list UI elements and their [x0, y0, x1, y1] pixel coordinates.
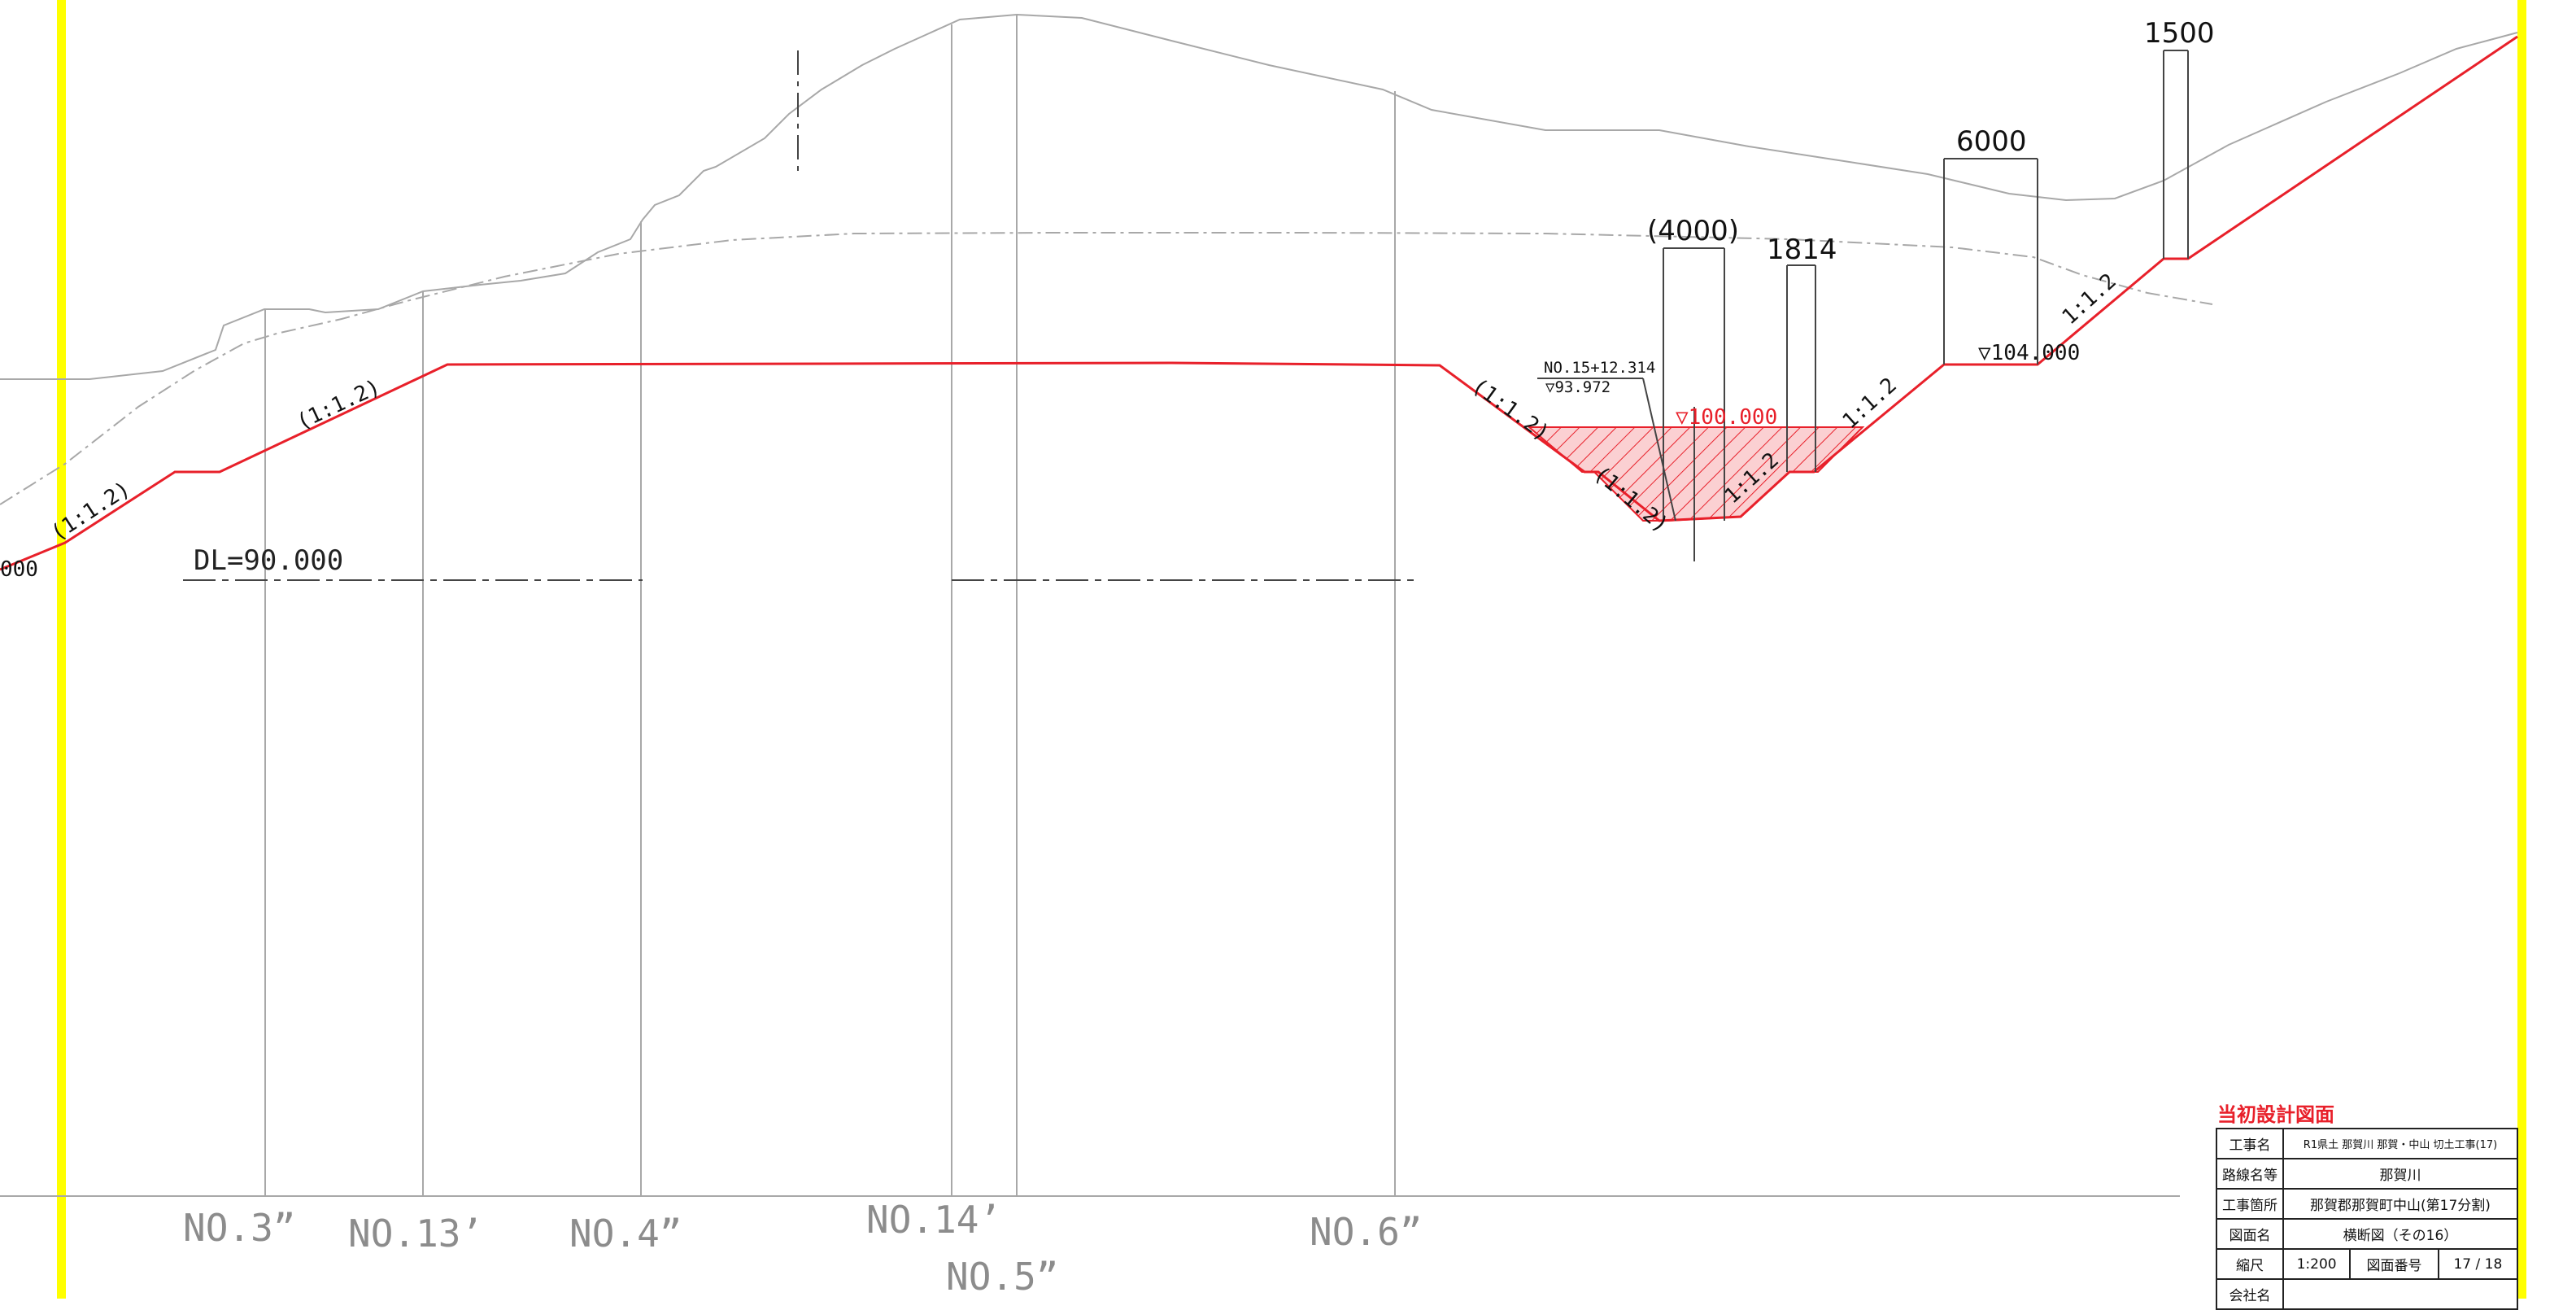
dimension-6000 — [1943, 158, 2038, 365]
channel-leader-diagonal — [1642, 378, 1676, 522]
elevation-left-cut: 000 — [0, 557, 38, 582]
dimension-label-6000: 6000 — [1956, 125, 2027, 158]
title-block: 当初設計図面 工事名 R1県土 那賀川 那賀・中山 切土工事(17) 路線名等 … — [2216, 1098, 2519, 1310]
title-value-route: 那賀川 — [2282, 1158, 2518, 1190]
slope-label-channel-left-upper: (1:1.2) — [1467, 373, 1554, 446]
station-label-no13: NO.13’ — [348, 1212, 483, 1255]
slope-protection-line — [2187, 36, 2518, 260]
title-row-location: 工事箇所 那賀郡那賀町中山(第17分割) — [2216, 1188, 2518, 1220]
title-row-drawing-name: 図面名 横断図（その16） — [2216, 1218, 2518, 1250]
title-label-scale: 縮尺 — [2216, 1248, 2284, 1280]
title-value-location: 那賀郡那賀町中山(第17分割) — [2282, 1188, 2518, 1220]
title-value-company — [2282, 1278, 2518, 1310]
dimension-label-1814: 1814 — [1767, 234, 1837, 266]
station-label-no4: NO.4” — [569, 1212, 682, 1255]
dimension-label-1500: 1500 — [2144, 17, 2215, 50]
right-border-bar — [2517, 0, 2526, 1299]
dimension-1500 — [2163, 50, 2189, 259]
station-label-no3: NO.3” — [183, 1206, 295, 1250]
title-row-scale: 縮尺 1:200 図面番号 17 / 18 — [2216, 1248, 2519, 1280]
title-label-project: 工事名 — [2216, 1128, 2284, 1159]
dimension-label-4000: (4000) — [1647, 215, 1739, 247]
channel-hatched-area — [1527, 426, 1865, 522]
original-ground-line — [0, 232, 2213, 505]
title-value-project: R1県土 那賀川 那賀・中山 切土工事(17) — [2282, 1128, 2518, 1159]
water-level-label: ▽100.000 — [1676, 405, 1777, 430]
title-value-drawing-number: 17 / 18 — [2437, 1248, 2519, 1280]
berm-elevation-label: ▽104.000 — [1978, 341, 2080, 365]
title-row-route: 路線名等 那賀川 — [2216, 1158, 2518, 1190]
station-label-no5: NO.5” — [946, 1255, 1058, 1299]
title-label-drawing-number: 図面番号 — [2349, 1248, 2439, 1280]
title-value-scale: 1:200 — [2282, 1248, 2352, 1280]
title-label-company: 会社名 — [2216, 1278, 2284, 1310]
title-label-drawing-name: 図面名 — [2216, 1218, 2284, 1250]
channel-station-label: NO.15+12.314 — [1544, 359, 1655, 377]
title-value-drawing-name: 横断図（その16） — [2282, 1218, 2518, 1250]
existing-ground-line — [0, 13, 2518, 380]
station-label-no6: NO.6” — [1310, 1210, 1422, 1254]
channel-center-elevation: ▽93.972 — [1545, 378, 1611, 396]
dimension-1814 — [1786, 264, 1816, 472]
title-label-route: 路線名等 — [2216, 1158, 2284, 1190]
title-row-project: 工事名 R1県土 那賀川 那賀・中山 切土工事(17) — [2216, 1128, 2518, 1159]
title-row-company: 会社名 — [2216, 1278, 2518, 1310]
datum-label: DL=90.000 — [194, 544, 343, 577]
title-block-heading: 当初設計図面 — [2217, 1103, 2334, 1126]
left-border-bar — [57, 0, 66, 1299]
station-lines — [0, 15, 2180, 1197]
slope-label-left: (1:1.2) — [293, 375, 384, 434]
station-label-no14: NO.14’ — [866, 1198, 1001, 1242]
dimension-4000 — [1663, 247, 1725, 521]
title-label-location: 工事箇所 — [2216, 1188, 2284, 1220]
title-block-table: 工事名 R1県土 那賀川 那賀・中山 切土工事(17) 路線名等 那賀川 工事箇… — [2216, 1128, 2519, 1310]
design-section-line — [0, 35, 2518, 571]
